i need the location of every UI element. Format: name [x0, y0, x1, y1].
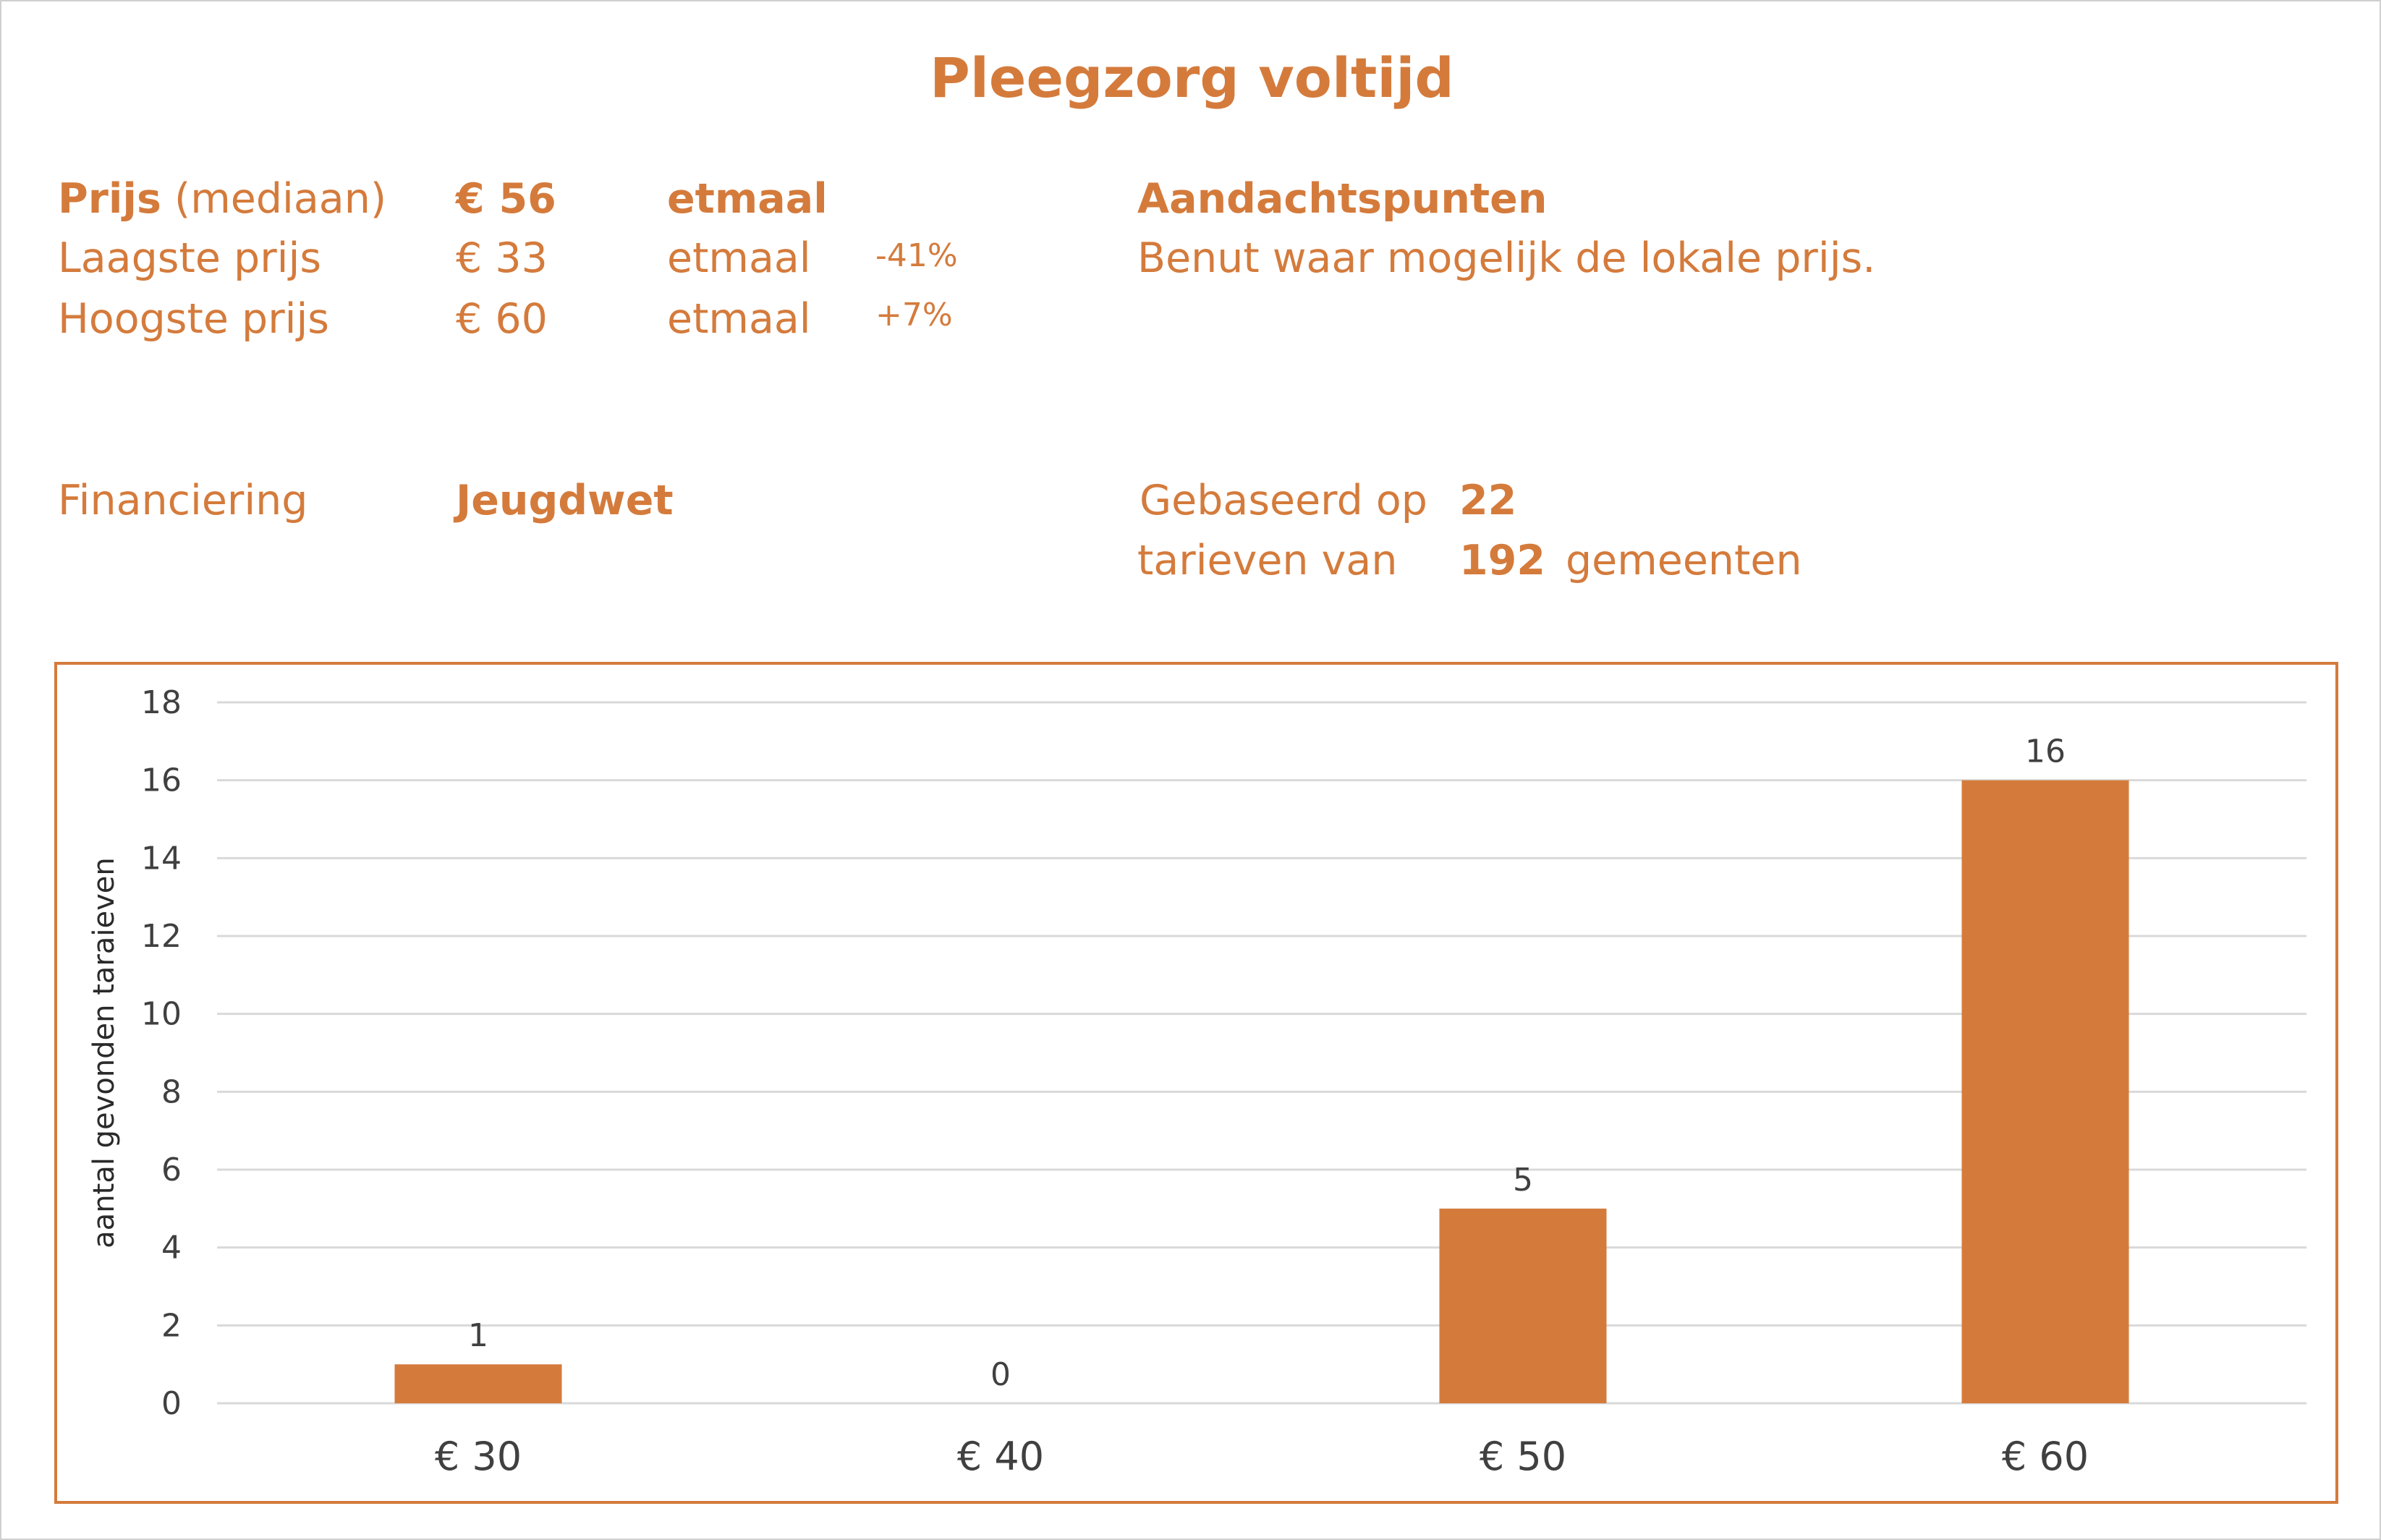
- y-tick-label: 4: [161, 1230, 182, 1267]
- chart-frame: 0 2 4 6 8 10 12 14 16 18 aantal gevonden taraieven…: [54, 662, 2338, 1504]
- data-label: 16: [2025, 733, 2066, 770]
- bar: [394, 1364, 562, 1403]
- median-price-unit: etmaal: [667, 175, 828, 223]
- y-tick-label: 18: [141, 684, 182, 721]
- highest-price-delta: +7%: [875, 297, 953, 333]
- bar: [1961, 780, 2129, 1403]
- y-tick-label: 14: [141, 840, 182, 877]
- data-label: 1: [468, 1317, 488, 1354]
- basis-line1: Gebaseerd op: [1139, 477, 1427, 524]
- median-price-label: Prijs (mediaan): [58, 179, 386, 220]
- attention-heading: Aandachtspunten: [1137, 175, 1548, 223]
- x-tick-label: € 40: [957, 1434, 1044, 1479]
- highest-price-label: Hoogste prijs: [58, 295, 330, 343]
- median-price-label-rest: (mediaan): [174, 175, 387, 223]
- median-price-value: € 56: [456, 175, 556, 223]
- y-tick-label: 12: [141, 918, 182, 955]
- page-title: Pleegzorg voltijd: [930, 46, 1454, 110]
- basis-municipalities: 192: [1459, 537, 1545, 584]
- y-tick-label: 2: [161, 1307, 182, 1344]
- data-label: 5: [1513, 1162, 1533, 1199]
- basis-count: 22: [1459, 477, 1517, 524]
- lowest-price-label: Laagste prijs: [58, 234, 322, 282]
- data-label: 0: [990, 1356, 1011, 1393]
- median-price-label-bold: Prijs: [58, 175, 161, 223]
- y-tick-label: 6: [161, 1152, 182, 1188]
- lowest-price-unit: etmaal: [667, 234, 811, 282]
- basis-suffix: gemeenten: [1566, 537, 1802, 584]
- x-tick-label: € 60: [2002, 1434, 2089, 1479]
- x-tick-label: € 30: [435, 1434, 522, 1479]
- highest-price-value: € 60: [456, 295, 548, 343]
- x-tick-label: € 50: [1480, 1434, 1566, 1479]
- financing-label: Financiering: [58, 477, 308, 524]
- y-axis-title: aantal gevonden taraieven: [88, 857, 121, 1248]
- basis-line2: tarieven van: [1137, 537, 1398, 584]
- bar: [1439, 1208, 1607, 1403]
- lowest-price-delta: -41%: [875, 237, 958, 274]
- y-tick-label: 16: [141, 762, 182, 799]
- y-tick-label: 0: [161, 1385, 182, 1422]
- y-tick-label: 10: [141, 996, 182, 1033]
- highest-price-unit: etmaal: [667, 295, 811, 343]
- attention-text: Benut waar mogelijk de lokale prijs.: [1137, 234, 1876, 282]
- lowest-price-value: € 33: [456, 234, 548, 282]
- y-tick-label: 8: [161, 1073, 182, 1110]
- financing-value: Jeugdwet: [456, 477, 674, 524]
